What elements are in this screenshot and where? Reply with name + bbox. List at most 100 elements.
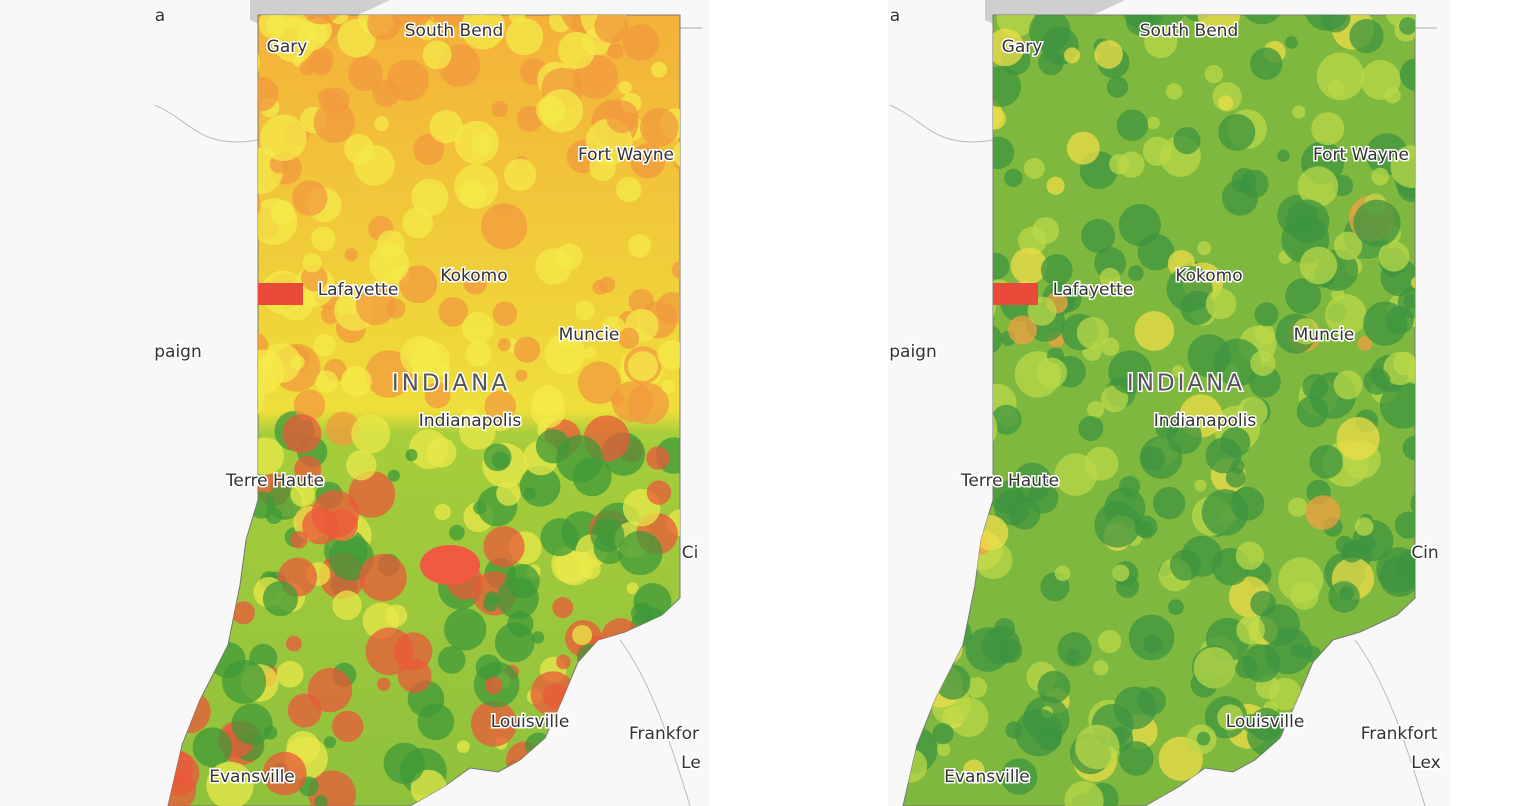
heat-cell [1094,246,1127,279]
heat-cell [622,24,660,61]
heat-cell [618,80,632,95]
heat-cell [1333,370,1363,400]
heat-cell [986,28,1025,67]
heat-cell [1290,581,1319,610]
heat-cell [1064,47,1081,64]
heat-cell [1250,350,1276,377]
heat-cell [484,591,500,606]
heat-cell [1333,231,1363,261]
city-label: Terre Haute [225,471,324,491]
heat-cell [1193,646,1236,689]
heat-cell [1285,36,1298,49]
heat-cell [552,597,574,619]
heat-cell [1354,517,1374,536]
heat-cell [639,107,679,147]
heat-cell [1118,204,1161,247]
heat-cell [1410,276,1415,289]
heat-cell [1038,49,1064,76]
heat-cell [491,101,508,118]
heat-cell [1277,149,1290,162]
heat-cell [583,346,597,360]
border-line [154,104,691,806]
hotspot [258,283,303,305]
city-label: Gary [1002,37,1043,57]
heat-cell [1328,79,1346,97]
heat-cell [1230,486,1265,521]
heat-cell [1197,15,1241,36]
heat-cell [1036,357,1068,388]
heat-cell [1064,781,1104,806]
heat-cell [351,414,391,454]
city-label: Cin [1411,543,1438,563]
heat-cell [1014,708,1063,757]
city-label: Ci [682,543,699,563]
heat-cell [444,608,487,651]
city-label: Evansville [944,767,1030,787]
heat-cell [344,134,375,165]
heat-cell [434,503,451,521]
heat-cell [1118,741,1154,776]
heat-cell [308,770,356,806]
heat-cell [1134,311,1175,351]
heat-cell [523,487,536,500]
heat-cell [1305,495,1341,530]
city-label: Kokomo [440,266,507,286]
heat-cell [221,659,267,704]
heat-cell [369,244,410,284]
heat-cell [556,654,571,670]
city-label: South Bend [1140,21,1239,41]
heat-cell [1349,18,1384,54]
heat-cell [282,414,322,454]
heat-cell [1353,199,1401,247]
heat-cell [991,404,1022,435]
heat-cell [411,178,449,216]
heat-cell [1297,166,1339,207]
heat-cell [932,723,954,745]
heat-cell [1399,17,1415,35]
heat-cell [1057,632,1092,667]
heat-cell [1205,288,1237,320]
heat-cell [657,340,680,370]
heat-cell [580,558,601,580]
heat-cell [168,768,197,806]
city-label: Indianapolis [419,411,522,431]
city-label: Kokomo [1175,266,1242,286]
heat-cell [572,625,593,646]
state-label: INDIANA [392,371,510,397]
heat-cell [470,700,517,747]
heat-cell [1254,302,1279,327]
heat-cell [1136,521,1153,538]
hotspot [420,545,480,585]
heat-cell [294,455,322,483]
heat-cell [405,448,418,462]
heat-cell [1336,417,1380,461]
heat-cell [270,200,295,225]
heat-cell [1394,511,1415,539]
heat-cell [310,52,333,76]
city-label: South Bend [405,21,504,41]
heat-cell [314,795,328,806]
heat-cell [365,350,413,398]
heat-cell [494,622,535,663]
heat-cell [1093,660,1109,676]
heat-cell [531,631,545,644]
heat-cell [1004,168,1023,188]
city-label: Louisville [1226,712,1305,732]
heat-cell [1292,105,1306,119]
heat-cell [492,301,518,326]
heat-cell [1113,686,1157,730]
heat-cell [1320,15,1351,33]
heat-cell [1139,445,1166,471]
heat-cell [1075,724,1120,770]
heat-cell [578,361,621,405]
heat-cell [437,646,466,674]
heat-cell [315,370,339,394]
heat-cell [536,95,566,126]
border-line [889,104,1426,806]
heat-cell [426,437,457,468]
heat-cell [1363,367,1391,395]
heat-cell [231,601,255,625]
city-label: Muncie [1294,325,1355,345]
heat-cell [1379,382,1415,429]
